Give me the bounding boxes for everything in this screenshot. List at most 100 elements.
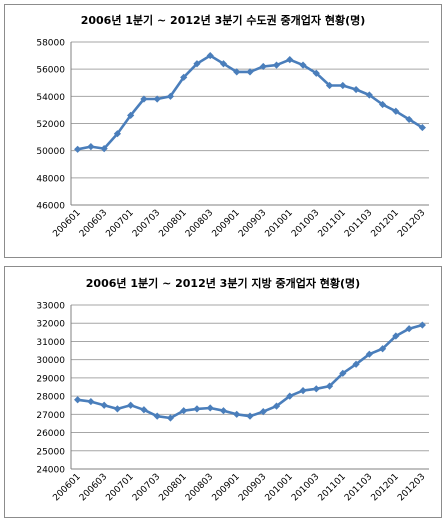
data-point-marker	[339, 81, 347, 90]
data-point-marker	[113, 130, 122, 138]
data-point-marker	[233, 68, 241, 76]
x-tick-label: 201203	[396, 208, 427, 239]
x-tick-label: 201003	[290, 472, 321, 503]
data-point-marker	[325, 81, 334, 90]
data-point-marker	[259, 408, 267, 416]
y-tick-label: 32000	[36, 320, 65, 330]
y-tick-label: 56000	[36, 66, 65, 76]
x-tick-label: 200603	[78, 208, 109, 239]
data-point-marker	[378, 345, 387, 353]
data-point-marker	[259, 62, 267, 71]
x-tick-label: 201203	[396, 472, 427, 503]
data-point-marker	[272, 61, 281, 69]
y-tick-label: 31000	[36, 338, 65, 348]
x-tick-label: 200701	[104, 208, 135, 239]
data-point-marker	[405, 325, 413, 333]
y-tick-label: 33000	[36, 302, 65, 312]
data-point-marker	[74, 396, 82, 404]
x-tick-label: 200901	[210, 208, 241, 239]
data-point-marker	[140, 406, 148, 414]
x-tick-label: 201103	[343, 472, 374, 503]
chart-panel-capital: 2006년 1분기 ~ 2012년 3분기 수도권 중개업자 현황(명) 460…	[4, 4, 442, 258]
x-tick-label: 201001	[264, 208, 295, 239]
data-point-marker	[193, 60, 201, 68]
data-point-marker	[153, 95, 161, 103]
data-point-marker	[100, 145, 108, 153]
chart-title: 2006년 1분기 ~ 2012년 3분기 수도권 중개업자 현황(명)	[80, 14, 366, 27]
data-point-marker	[299, 387, 307, 395]
data-point-marker	[233, 410, 241, 418]
x-tick-label: 200901	[210, 472, 241, 503]
x-tick-label: 200701	[104, 472, 135, 503]
x-tick-label: 201103	[343, 208, 374, 239]
y-tick-label: 48000	[36, 174, 65, 184]
y-tick-label: 50000	[36, 147, 65, 157]
data-point-marker	[365, 91, 373, 99]
data-point-marker	[127, 401, 135, 409]
data-point-marker	[206, 404, 214, 412]
y-tick-label: 58000	[36, 39, 65, 49]
data-point-marker	[418, 123, 426, 132]
data-point-marker	[312, 385, 320, 393]
data-point-marker	[166, 414, 175, 422]
data-point-marker	[166, 92, 175, 100]
data-point-marker	[378, 100, 387, 109]
data-point-marker	[392, 332, 400, 340]
x-tick-label: 200803	[184, 208, 215, 239]
x-tick-label: 201001	[264, 472, 295, 503]
data-point-marker	[405, 115, 413, 124]
data-point-marker	[100, 401, 108, 409]
data-point-marker	[219, 407, 228, 415]
y-tick-label: 52000	[36, 120, 65, 130]
data-point-marker	[87, 142, 95, 151]
data-point-marker	[140, 95, 148, 103]
data-point-marker	[113, 405, 122, 413]
data-point-marker	[272, 402, 281, 410]
y-tick-label: 54000	[36, 93, 65, 103]
data-point-marker	[392, 107, 400, 115]
data-point-marker	[312, 69, 320, 77]
data-point-marker	[286, 56, 294, 64]
line-chart-regional: 24000 25000 26000 27000 28000 29000 30000 31000…	[36, 302, 429, 503]
x-tick-label: 200603	[78, 472, 109, 503]
x-tick-label: 200903	[237, 208, 268, 239]
data-point-marker	[180, 73, 188, 81]
y-tick-label: 46000	[36, 202, 65, 212]
data-point-marker	[127, 111, 135, 119]
x-tick-label: 200801	[157, 472, 188, 503]
y-tick-label: 28000	[36, 393, 65, 403]
x-tick-label: 201201	[370, 208, 401, 239]
data-point-marker	[352, 85, 360, 94]
x-tick-label: 201101	[317, 208, 348, 239]
y-tick-label: 24000	[36, 466, 65, 476]
x-tick-label: 200601	[51, 472, 82, 503]
data-point-marker	[246, 412, 254, 420]
x-tick-label: 200801	[157, 208, 188, 239]
data-point-marker	[352, 360, 360, 368]
data-point-marker	[246, 68, 254, 76]
y-tick-label: 27000	[36, 411, 65, 421]
x-tick-label: 200601	[51, 208, 82, 239]
chart-title: 2006년 1분기 ~ 2012년 3분기 지방 중개업자 현황(명)	[85, 277, 361, 290]
data-point-marker	[193, 405, 201, 413]
x-tick-label: 200703	[131, 208, 162, 239]
data-point-marker	[418, 321, 426, 329]
data-point-marker	[74, 145, 82, 153]
x-tick-label: 200703	[131, 472, 162, 503]
x-tick-label: 201201	[370, 472, 401, 503]
x-tick-label: 200903	[237, 472, 268, 503]
y-tick-label: 26000	[36, 429, 65, 439]
y-tick-label: 29000	[36, 374, 65, 384]
x-tick-label: 200803	[184, 472, 215, 503]
data-point-marker	[206, 51, 214, 60]
y-tick-label: 30000	[36, 356, 65, 366]
chart-panel-regional: 2006년 1분기 ~ 2012년 3분기 지방 중개업자 현황(명) 2400…	[4, 266, 442, 518]
x-tick-label: 201003	[290, 208, 321, 239]
data-point-marker	[87, 397, 95, 406]
data-point-marker	[299, 61, 307, 69]
y-tick-label: 25000	[36, 447, 65, 457]
data-point-marker	[180, 407, 188, 415]
line-chart-capital: 46000 48000 50000 52000 54000 56000 58000 20060…	[36, 39, 429, 239]
data-point-marker	[219, 60, 228, 68]
x-tick-label: 201101	[317, 472, 348, 503]
